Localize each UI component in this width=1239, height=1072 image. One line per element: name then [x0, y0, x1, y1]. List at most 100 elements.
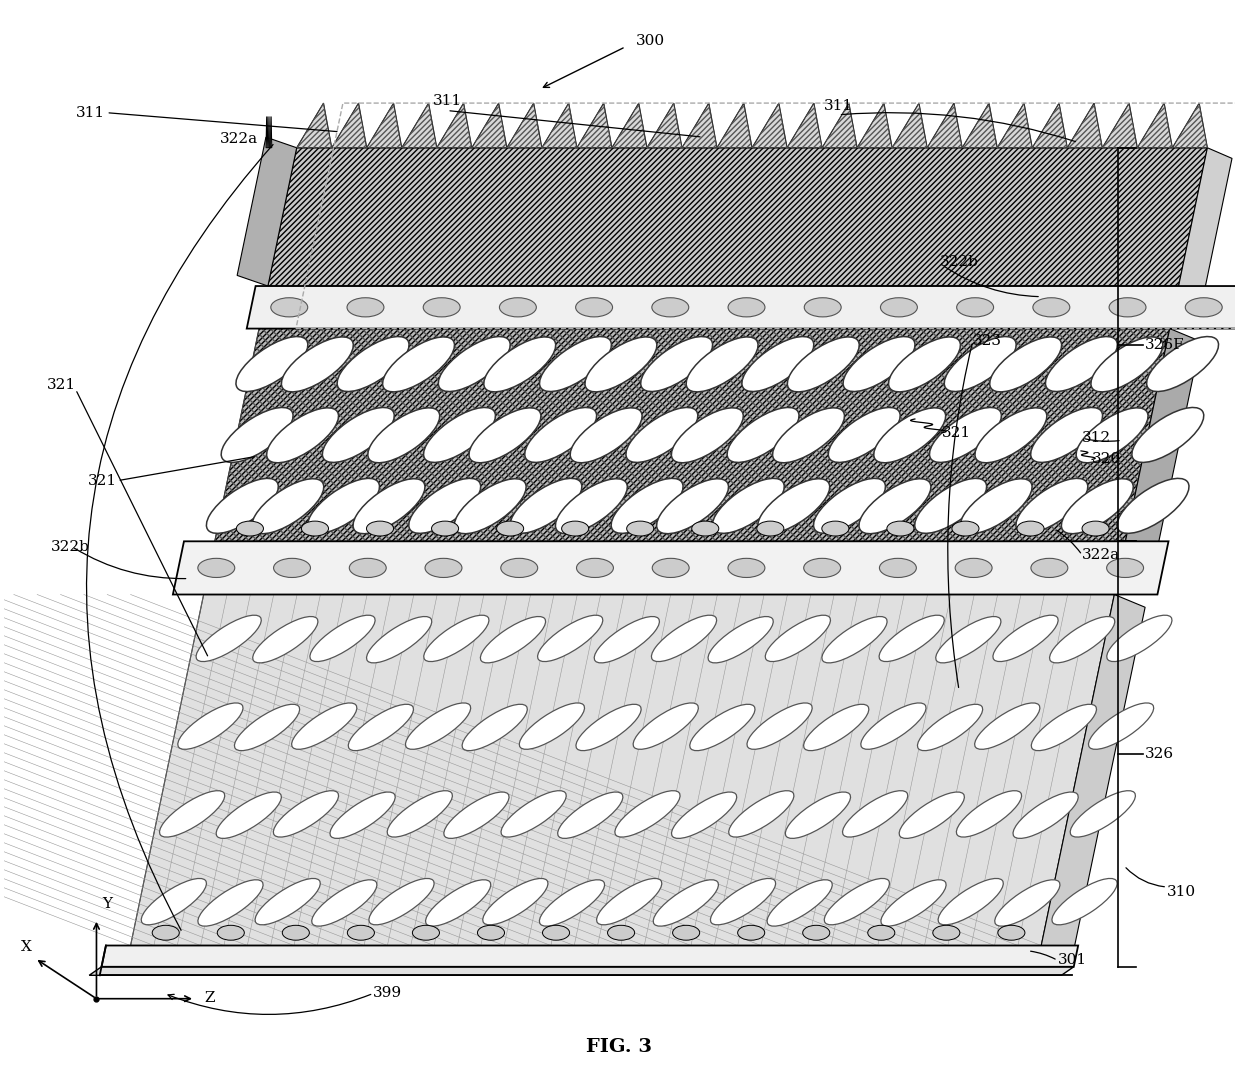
Ellipse shape	[481, 616, 545, 662]
Polygon shape	[927, 103, 963, 148]
Ellipse shape	[424, 298, 460, 317]
Ellipse shape	[310, 615, 375, 661]
Ellipse shape	[843, 337, 914, 391]
Text: 326F: 326F	[1145, 338, 1184, 352]
Ellipse shape	[141, 878, 207, 925]
Polygon shape	[401, 103, 437, 148]
Ellipse shape	[843, 791, 908, 837]
Polygon shape	[577, 103, 612, 148]
Ellipse shape	[859, 479, 930, 534]
Ellipse shape	[501, 791, 566, 837]
Ellipse shape	[691, 521, 719, 536]
Polygon shape	[89, 967, 1074, 976]
Ellipse shape	[1031, 704, 1097, 750]
Ellipse shape	[821, 521, 849, 536]
Ellipse shape	[439, 337, 510, 391]
Ellipse shape	[881, 880, 947, 926]
Ellipse shape	[686, 337, 758, 392]
Ellipse shape	[673, 925, 700, 940]
Polygon shape	[507, 103, 541, 148]
Ellipse shape	[405, 703, 471, 749]
Ellipse shape	[957, 791, 1022, 837]
Text: 322b: 322b	[939, 254, 979, 269]
Ellipse shape	[413, 925, 440, 940]
Ellipse shape	[409, 478, 481, 534]
Text: X: X	[21, 940, 32, 954]
Ellipse shape	[803, 925, 830, 940]
Ellipse shape	[543, 925, 570, 940]
Ellipse shape	[957, 298, 994, 317]
Text: 322b: 322b	[51, 539, 89, 553]
Ellipse shape	[177, 703, 243, 749]
Ellipse shape	[737, 925, 764, 940]
Polygon shape	[1041, 595, 1145, 958]
Ellipse shape	[425, 880, 491, 926]
Ellipse shape	[301, 521, 328, 536]
Ellipse shape	[576, 559, 613, 578]
Ellipse shape	[880, 559, 917, 578]
Ellipse shape	[829, 407, 901, 462]
Ellipse shape	[1077, 407, 1149, 463]
Ellipse shape	[1014, 792, 1078, 838]
Ellipse shape	[425, 559, 462, 578]
Ellipse shape	[992, 615, 1058, 661]
Ellipse shape	[281, 337, 353, 392]
Polygon shape	[892, 103, 927, 148]
Ellipse shape	[235, 337, 307, 391]
Ellipse shape	[944, 337, 1016, 391]
Ellipse shape	[367, 616, 431, 662]
Ellipse shape	[1046, 337, 1118, 391]
Polygon shape	[332, 103, 367, 148]
Text: 322a: 322a	[1082, 548, 1120, 562]
Ellipse shape	[353, 479, 425, 534]
Ellipse shape	[322, 407, 394, 462]
Ellipse shape	[729, 791, 794, 837]
Ellipse shape	[712, 478, 784, 534]
Polygon shape	[1137, 103, 1172, 148]
Ellipse shape	[349, 559, 387, 578]
Ellipse shape	[873, 407, 945, 463]
Polygon shape	[963, 103, 997, 148]
Ellipse shape	[444, 792, 509, 838]
Ellipse shape	[561, 521, 589, 536]
Ellipse shape	[867, 925, 895, 940]
Polygon shape	[102, 946, 1078, 967]
Polygon shape	[681, 103, 717, 148]
Polygon shape	[296, 103, 332, 148]
Polygon shape	[717, 103, 752, 148]
Ellipse shape	[271, 298, 307, 317]
Polygon shape	[541, 103, 577, 148]
Ellipse shape	[995, 880, 1059, 926]
Ellipse shape	[1109, 298, 1146, 317]
Ellipse shape	[627, 521, 654, 536]
Text: Y: Y	[103, 897, 113, 911]
Ellipse shape	[431, 521, 458, 536]
Ellipse shape	[652, 298, 689, 317]
Ellipse shape	[383, 337, 455, 392]
Ellipse shape	[274, 559, 311, 578]
Ellipse shape	[881, 298, 917, 317]
Ellipse shape	[955, 559, 992, 578]
Ellipse shape	[570, 407, 642, 463]
Ellipse shape	[1106, 559, 1144, 578]
Ellipse shape	[729, 298, 764, 317]
Ellipse shape	[424, 407, 496, 462]
Ellipse shape	[337, 337, 409, 391]
Ellipse shape	[773, 407, 845, 463]
Polygon shape	[367, 103, 401, 148]
Ellipse shape	[266, 407, 338, 463]
Ellipse shape	[933, 925, 960, 940]
Ellipse shape	[501, 559, 538, 578]
Ellipse shape	[804, 298, 841, 317]
Text: 322a: 322a	[219, 132, 258, 146]
Text: 326: 326	[1145, 747, 1175, 761]
Polygon shape	[437, 103, 472, 148]
Ellipse shape	[672, 792, 737, 838]
Text: 321: 321	[46, 378, 76, 392]
Ellipse shape	[997, 925, 1025, 940]
Ellipse shape	[766, 615, 830, 661]
Ellipse shape	[160, 791, 224, 837]
Polygon shape	[268, 148, 1207, 286]
Ellipse shape	[538, 615, 603, 661]
Ellipse shape	[652, 559, 689, 578]
